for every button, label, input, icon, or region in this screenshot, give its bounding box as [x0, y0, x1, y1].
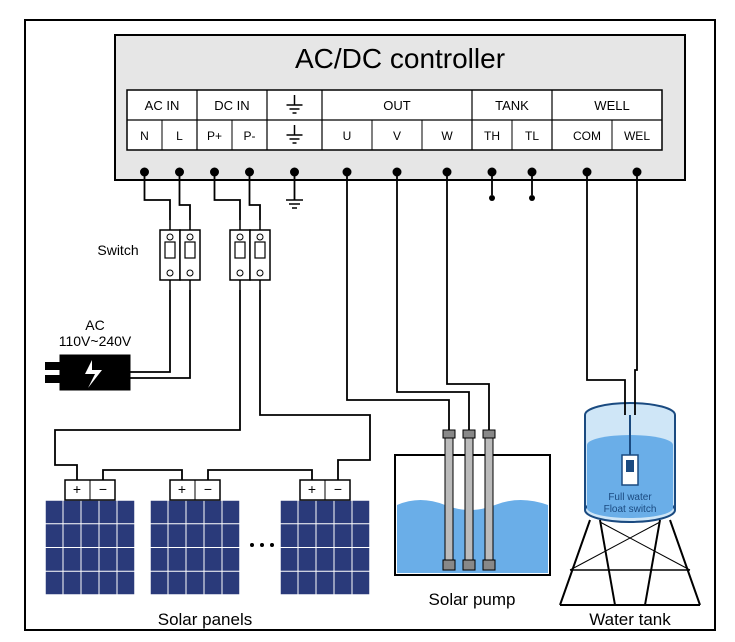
terminal-pin-com: COM [573, 129, 601, 143]
terminal-pin-th: TH [484, 129, 500, 143]
wire [260, 290, 370, 480]
terminal-pin-p+: P+ [207, 129, 222, 143]
svg-text:+: + [178, 481, 186, 497]
wire [635, 172, 637, 415]
controller-title: AC/DC controller [295, 43, 505, 74]
float-label: Full water [608, 492, 652, 503]
solar-panels-label: Solar panels [158, 610, 253, 629]
svg-text:Float switch: Float switch [604, 504, 657, 515]
svg-text:+: + [73, 481, 81, 497]
wire [208, 470, 312, 480]
wire [587, 172, 625, 415]
terminal-section-ac-in: AC IN [145, 98, 180, 113]
terminal-pin-l: L [176, 129, 183, 143]
wire [103, 470, 182, 480]
wire [130, 290, 190, 378]
svg-text:−: − [99, 481, 107, 497]
terminal-pin-p-: P- [244, 129, 256, 143]
terminal-section-tank: TANK [495, 98, 529, 113]
terminal-section-well: WELL [594, 98, 629, 113]
terminal-section-dc-in: DC IN [214, 98, 249, 113]
water-tank-label: Water tank [589, 610, 671, 629]
terminal-pin-n: N [140, 129, 149, 143]
solar-pump-label: Solar pump [429, 590, 516, 609]
ac-voltage-label: 110V~240V [59, 333, 132, 349]
svg-text:−: − [334, 481, 342, 497]
terminal-pin-v: V [393, 129, 401, 143]
terminal-pin-w: W [441, 129, 453, 143]
wire [397, 172, 469, 430]
terminal-pin-wel: WEL [624, 129, 650, 143]
terminal-pin-u: U [343, 129, 352, 143]
wire [130, 290, 170, 372]
terminal-pin-tl: TL [525, 129, 539, 143]
terminal-section-out: OUT [383, 98, 411, 113]
svg-text:+: + [308, 481, 316, 497]
switch-label: Switch [97, 242, 138, 258]
svg-text:−: − [204, 481, 212, 497]
ac-label: AC [85, 317, 104, 333]
